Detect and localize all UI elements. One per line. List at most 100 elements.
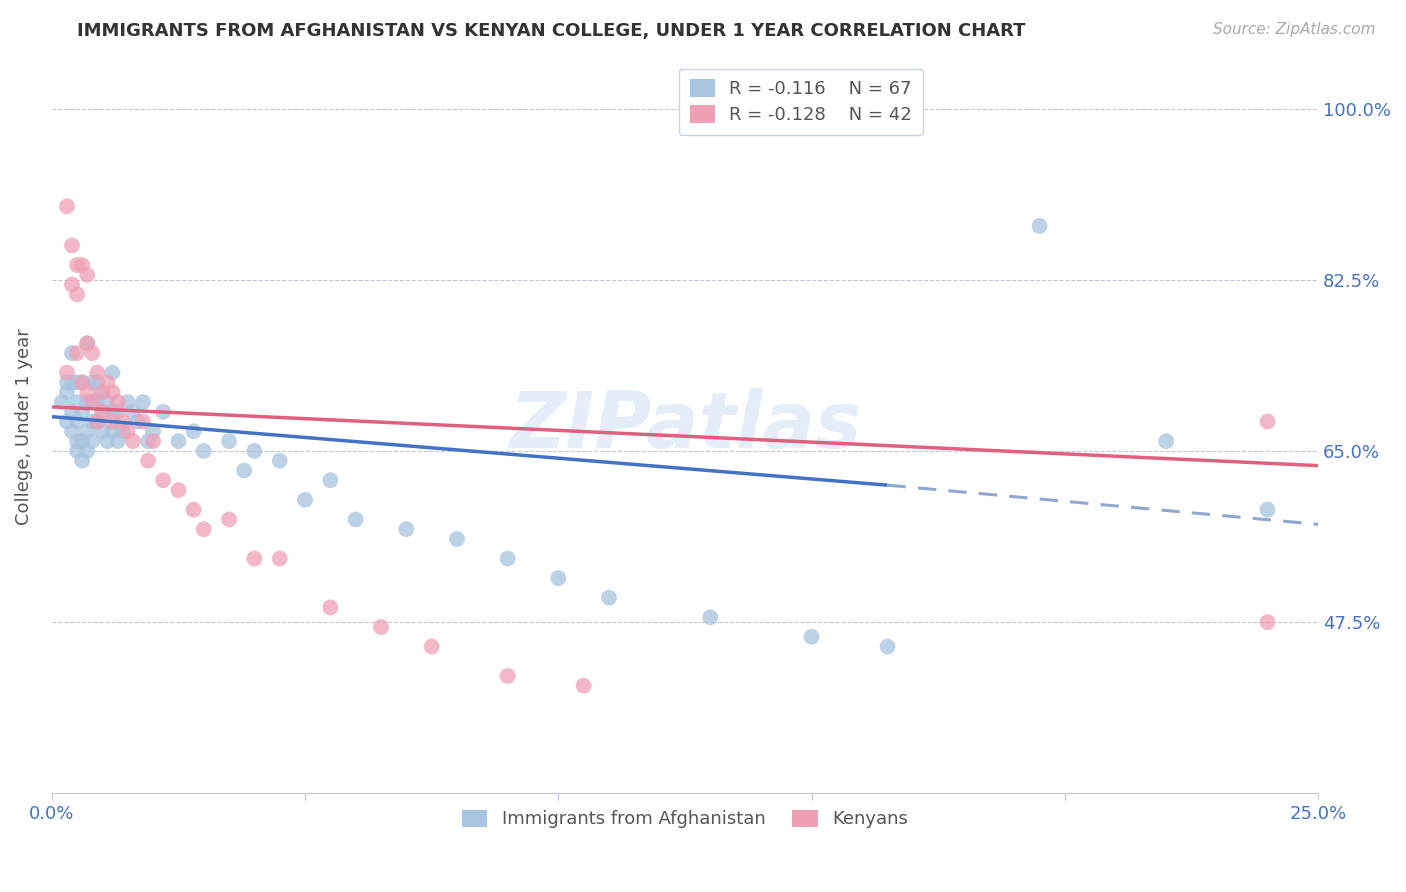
Point: [60, 346, 83, 360]
Legend: Immigrants from Afghanistan, Kenyans: Immigrants from Afghanistan, Kenyans: [454, 803, 915, 836]
Point: [66, 258, 89, 272]
Point: [76, 336, 98, 351]
Point: [76, 385, 98, 400]
Point: [269, 453, 291, 467]
Point: [132, 395, 155, 409]
Point: [167, 434, 190, 449]
Point: [82, 434, 104, 449]
Point: [82, 346, 104, 360]
Point: [66, 415, 89, 429]
Point: [1028, 219, 1050, 233]
Point: [70, 453, 93, 467]
Point: [107, 395, 129, 409]
Point: [76, 268, 98, 282]
Point: [136, 453, 159, 467]
Point: [96, 434, 118, 449]
Point: [66, 346, 89, 360]
Point: [117, 425, 139, 439]
Point: [91, 405, 114, 419]
Point: [91, 385, 114, 400]
Point: [70, 376, 93, 390]
Point: [127, 415, 149, 429]
Text: ZIPatlas: ZIPatlas: [509, 389, 860, 465]
Point: [107, 434, 129, 449]
Point: [66, 434, 89, 449]
Point: [294, 492, 316, 507]
Point: [66, 395, 89, 409]
Point: [56, 415, 79, 429]
Point: [572, 679, 595, 693]
Point: [136, 434, 159, 449]
Point: [101, 405, 124, 419]
Point: [70, 434, 93, 449]
Point: [56, 199, 79, 213]
Point: [420, 640, 443, 654]
Point: [117, 395, 139, 409]
Point: [496, 669, 519, 683]
Point: [233, 463, 256, 477]
Point: [66, 287, 89, 301]
Point: [86, 415, 108, 429]
Point: [446, 532, 468, 546]
Point: [598, 591, 620, 605]
Point: [132, 415, 155, 429]
Point: [111, 415, 134, 429]
Point: [547, 571, 569, 585]
Point: [70, 405, 93, 419]
Point: [60, 277, 83, 292]
Point: [319, 473, 342, 487]
Point: [86, 415, 108, 429]
Point: [91, 385, 114, 400]
Point: [1256, 615, 1278, 629]
Point: [121, 434, 143, 449]
Point: [76, 395, 98, 409]
Point: [86, 366, 108, 380]
Point: [699, 610, 721, 624]
Point: [91, 425, 114, 439]
Point: [56, 366, 79, 380]
Point: [193, 522, 215, 536]
Point: [193, 444, 215, 458]
Point: [218, 434, 240, 449]
Point: [142, 434, 165, 449]
Point: [70, 258, 93, 272]
Point: [76, 425, 98, 439]
Point: [243, 551, 266, 566]
Point: [82, 415, 104, 429]
Point: [70, 376, 93, 390]
Point: [60, 425, 83, 439]
Point: [183, 425, 205, 439]
Point: [1154, 434, 1177, 449]
Point: [344, 512, 367, 526]
Point: [82, 376, 104, 390]
Point: [101, 425, 124, 439]
Point: [370, 620, 392, 634]
Point: [101, 366, 124, 380]
Point: [269, 551, 291, 566]
Point: [800, 630, 823, 644]
Point: [876, 640, 898, 654]
Point: [82, 395, 104, 409]
Point: [82, 395, 104, 409]
Text: IMMIGRANTS FROM AFGHANISTAN VS KENYAN COLLEGE, UNDER 1 YEAR CORRELATION CHART: IMMIGRANTS FROM AFGHANISTAN VS KENYAN CO…: [77, 22, 1026, 40]
Point: [86, 376, 108, 390]
Point: [96, 376, 118, 390]
Point: [319, 600, 342, 615]
Point: [96, 395, 118, 409]
Point: [60, 405, 83, 419]
Point: [101, 415, 124, 429]
Point: [152, 473, 174, 487]
Point: [111, 425, 134, 439]
Point: [66, 376, 89, 390]
Y-axis label: College, Under 1 year: College, Under 1 year: [15, 328, 32, 524]
Point: [167, 483, 190, 497]
Point: [101, 385, 124, 400]
Point: [51, 395, 73, 409]
Point: [60, 376, 83, 390]
Point: [218, 512, 240, 526]
Point: [76, 336, 98, 351]
Point: [121, 405, 143, 419]
Point: [243, 444, 266, 458]
Point: [183, 502, 205, 516]
Text: Source: ZipAtlas.com: Source: ZipAtlas.com: [1212, 22, 1375, 37]
